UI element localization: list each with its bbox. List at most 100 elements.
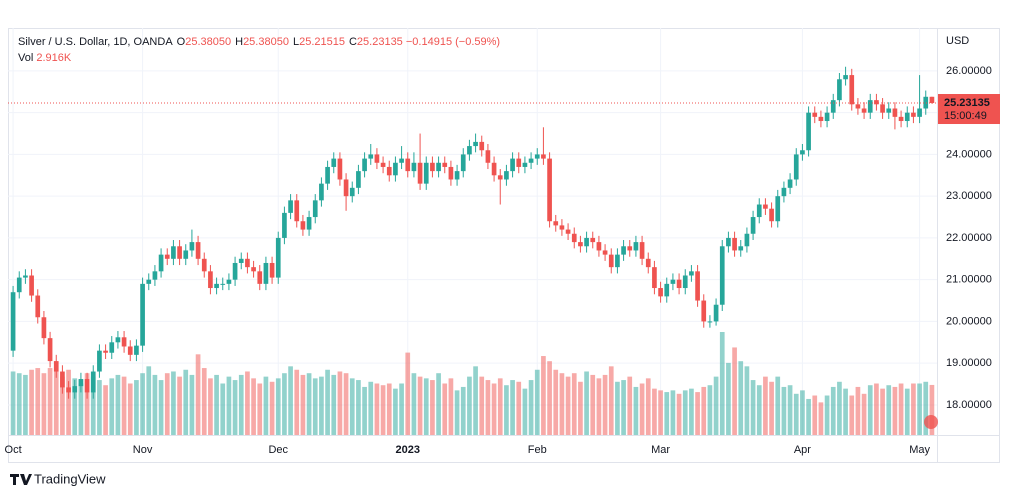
candle-body [208, 271, 213, 289]
candle-body [608, 254, 614, 268]
volume-bar [220, 383, 226, 435]
candle-body [47, 338, 53, 362]
volume-bar [47, 368, 53, 435]
candle-body [707, 321, 713, 323]
price-tag [938, 94, 1000, 125]
candle-body [726, 237, 731, 247]
candle-body [140, 283, 145, 346]
volume-bar [824, 395, 830, 435]
volume-bar [442, 383, 448, 435]
volume-bar [214, 374, 219, 435]
x-tick-label: Feb [528, 444, 547, 456]
candle-body [356, 171, 361, 188]
candle-body [362, 158, 367, 172]
volume-bar [356, 380, 361, 435]
candle-body [682, 275, 688, 289]
candle-body [800, 150, 805, 155]
volume-bar [282, 373, 287, 435]
candle-body [29, 275, 34, 296]
volume-bar [393, 388, 398, 435]
legend-header: Silver / U.S. Dollar, 1D, OANDA O25.38050… [18, 36, 500, 48]
candle-body [53, 361, 59, 372]
candle-body [183, 250, 189, 259]
candle-body [929, 96, 935, 104]
volume-bar [454, 390, 460, 435]
candle-body [41, 317, 47, 339]
volume-bar [923, 381, 929, 435]
volume-bar [325, 369, 330, 435]
candle-body [177, 246, 182, 259]
volume-bar [793, 393, 799, 435]
volume-bar [90, 376, 96, 435]
candle-body [16, 277, 22, 293]
y-tick-label: 23.00000 [946, 190, 992, 202]
candle-body [750, 217, 756, 234]
candle-body [886, 108, 892, 113]
volume-bar [541, 356, 546, 435]
candle-body [485, 150, 491, 163]
candle-body [861, 108, 867, 113]
candle-body [738, 246, 744, 251]
candle-body [66, 387, 71, 393]
volume-bar [756, 385, 762, 435]
brand-logo: TradingView [10, 471, 106, 486]
volume-bar [448, 378, 454, 435]
volume-bar [645, 378, 651, 435]
candle-body [793, 154, 799, 180]
volume-bar [516, 381, 522, 435]
candle-body [294, 200, 300, 222]
volume-bar [386, 383, 392, 435]
y-tick-label: 24.00000 [946, 148, 992, 160]
brand-name: TradingView [34, 471, 106, 486]
candle-body [516, 158, 522, 167]
candle-body [491, 162, 497, 176]
y-tick-label: 26.00000 [946, 65, 992, 77]
candle-body [269, 262, 275, 278]
x-tick-label: Oct [5, 444, 22, 456]
volume-bar [578, 381, 583, 435]
volume-bar [411, 373, 417, 435]
candle-body [312, 200, 318, 218]
volume-bar [109, 378, 115, 435]
volume-legend: Vol 2.916K [18, 52, 72, 64]
volume-bar [171, 371, 176, 435]
volume-bar [491, 383, 497, 435]
volume-bar [103, 385, 108, 435]
volume-bar [621, 380, 626, 435]
flag-icon[interactable] [924, 415, 938, 429]
volume-bar [115, 374, 121, 435]
candle-body [226, 279, 232, 284]
candle-body [430, 162, 435, 172]
volume-bar [473, 366, 478, 435]
volume-bar [195, 354, 201, 435]
candle-body [306, 217, 312, 230]
candle-body [109, 342, 115, 353]
candle-body [251, 267, 256, 272]
volume-bar [806, 398, 811, 435]
candle-body [300, 221, 306, 230]
candle-body [812, 112, 818, 117]
candle-body [898, 116, 904, 122]
candle-body [528, 158, 534, 163]
candle-body [781, 187, 787, 197]
volume-bar [436, 373, 441, 435]
volume-bar [695, 392, 700, 435]
x-tick-label: 2023 [396, 444, 420, 456]
volume-bar [744, 366, 750, 435]
candle-body [701, 300, 707, 322]
candle-body [263, 262, 269, 284]
candle-body [84, 379, 90, 393]
candle-body [23, 275, 28, 278]
candle-body [319, 183, 324, 201]
candle-body [904, 112, 910, 122]
volume-bar [460, 386, 466, 435]
volume-bar [84, 373, 90, 435]
volume-bar [874, 383, 879, 435]
candles [10, 66, 935, 399]
volume-bar [559, 373, 565, 435]
candle-body [121, 337, 127, 347]
volume-bar [837, 381, 842, 435]
volume-bar [374, 383, 380, 435]
volume-bar [417, 376, 423, 435]
volume-bar [349, 378, 355, 435]
